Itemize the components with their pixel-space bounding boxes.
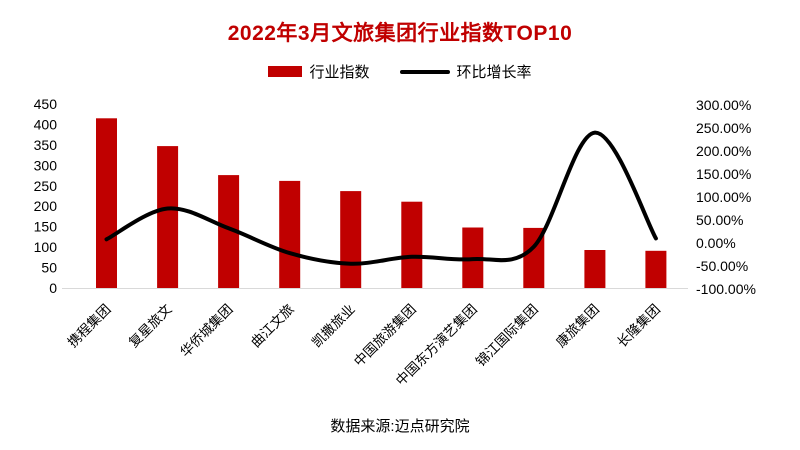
industry-index-bar	[584, 250, 606, 288]
left-axis-tick-label: 450	[34, 96, 58, 112]
x-axis-category-label: 曲江文旅	[248, 302, 297, 351]
right-axis-tick-label: -100.00%	[696, 281, 756, 297]
x-axis-category-label: 复星旅文	[125, 300, 175, 350]
left-axis-tick-label: 200	[34, 198, 58, 214]
left-axis-tick-label: 250	[34, 178, 58, 194]
right-axis-tick-label: -50.00%	[696, 258, 748, 274]
legend-item-industry-index: 行业指数	[268, 61, 370, 82]
right-axis-tick-label: 250.00%	[696, 120, 751, 136]
right-axis-tick-label: 300.00%	[696, 97, 751, 113]
x-axis-category-label: 锦江国际集团	[473, 302, 541, 370]
industry-index-bar	[340, 191, 362, 288]
growth-rate-line	[104, 130, 658, 266]
left-axis-tick-label: 100	[34, 239, 58, 255]
legend: 行业指数 环比增长率	[0, 61, 800, 82]
left-axis-tick-label: 350	[34, 137, 58, 153]
industry-index-bar	[157, 146, 179, 288]
left-axis-tick-label: 0	[49, 280, 57, 296]
industry-index-bar	[279, 180, 301, 288]
x-axis-category-label: 华侨城集团	[177, 302, 235, 360]
industry-index-bar	[645, 250, 667, 288]
line-series-swatch-icon	[399, 69, 450, 74]
industry-index-bar	[401, 201, 423, 288]
industry-index-bar	[218, 175, 240, 288]
industry-index-bar	[96, 118, 117, 288]
data-source-note: 数据来源:迈点研究院	[330, 418, 470, 435]
x-axis-category-label: 长隆集团	[614, 302, 663, 351]
left-axis-tick-label: 400	[34, 116, 58, 132]
left-axis-tick-label: 150	[34, 219, 58, 235]
legend-label-industry-index: 行业指数	[309, 64, 370, 81]
left-axis-tick-label: 300	[34, 157, 58, 173]
right-axis-tick-label: 0.00%	[696, 235, 736, 251]
chart-title: 2022年3月文旅集团行业指数TOP10	[227, 22, 573, 45]
x-axis-category-label: 携程集团	[65, 302, 114, 351]
left-axis-tick-label: 50	[41, 260, 57, 276]
right-axis-tick-label: 150.00%	[696, 166, 751, 182]
right-axis-tick-label: 200.00%	[696, 143, 751, 159]
bar-series-swatch-icon	[268, 66, 303, 77]
x-axis-category-label: 凯撒旅业	[309, 302, 358, 351]
legend-item-growth-rate: 环比增长率	[399, 61, 532, 82]
x-axis-category-label: 康旅集团	[553, 301, 602, 350]
right-axis-tick-label: 100.00%	[696, 189, 751, 205]
right-axis-tick-label: 50.00%	[696, 212, 743, 228]
legend-label-growth-rate: 环比增长率	[456, 64, 532, 81]
x-axis-category-label: 中国旅游集团	[351, 302, 419, 370]
